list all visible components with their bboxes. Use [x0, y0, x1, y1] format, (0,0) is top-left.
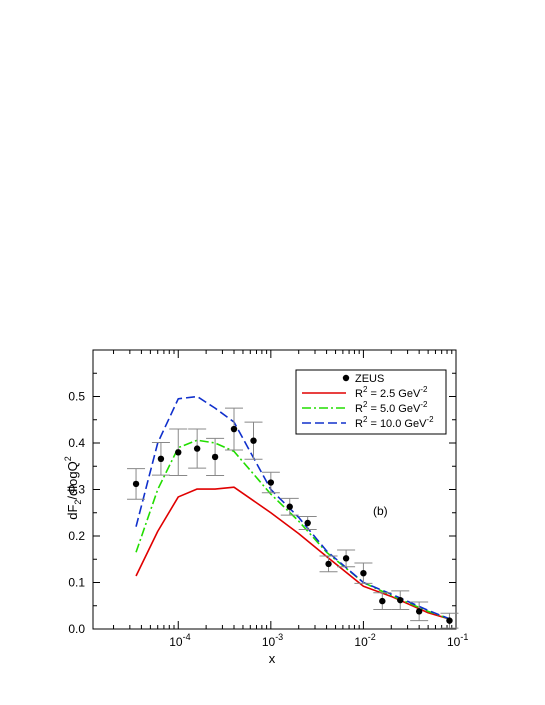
data-point-marker	[397, 596, 404, 604]
legend-label-series-2: R2 = 10.0 GeV-2	[355, 415, 434, 430]
data-point-marker	[360, 570, 367, 577]
data-point	[224, 407, 243, 451]
data-point-marker	[379, 597, 386, 605]
data-point	[319, 555, 338, 573]
data-point	[280, 497, 299, 516]
data-point-marker	[230, 425, 238, 433]
data-point-marker	[267, 479, 275, 486]
annotation-label: (b)	[373, 504, 388, 518]
y-tick-label: 0.5	[68, 390, 85, 404]
data-point-marker	[175, 449, 182, 456]
y-axis-label: dF2/dlogQ2	[63, 456, 83, 520]
data-point-marker	[286, 503, 293, 510]
data-point-marker	[415, 608, 423, 615]
data-point	[354, 562, 373, 584]
legend-label-series-1: R2 = 5.0 GeV-2	[355, 400, 428, 415]
data-point	[244, 421, 263, 460]
legend-label-series-0: R2 = 2.5 GeV-2	[355, 385, 428, 400]
data-point	[188, 428, 207, 469]
legend-label-zeus: ZEUS	[355, 373, 384, 385]
y-tick-label: 0.1	[68, 576, 85, 590]
x-axis-label: x	[269, 651, 276, 666]
x-tick-label: 10-2	[354, 632, 375, 649]
data-point-marker	[250, 437, 257, 444]
y-tick-label: 0.2	[68, 529, 85, 543]
data-point-marker	[193, 445, 201, 452]
data-point	[151, 442, 170, 476]
legend: ZEUS R2 = 2.5 GeV-2 R2 = 5.0 GeV-2 R2 = …	[295, 369, 447, 435]
data-point-marker	[304, 519, 311, 527]
series-line-0	[135, 486, 452, 621]
data-point	[169, 428, 188, 477]
data-point	[410, 601, 429, 622]
data-point	[391, 590, 410, 610]
data-point	[127, 468, 146, 500]
data-point	[337, 549, 356, 568]
data-point-marker	[157, 455, 165, 463]
y-tick-label: 0.4	[68, 436, 85, 450]
data-point	[298, 515, 317, 530]
data-point-marker	[325, 560, 332, 568]
y-tick-label: 0.0	[68, 622, 85, 636]
data-point	[373, 592, 392, 610]
data-point-marker	[132, 480, 140, 488]
y-tick-label: 0.3	[68, 483, 85, 497]
x-tick-label: 10-4	[169, 632, 190, 649]
data-point-marker	[446, 617, 453, 624]
data-point	[261, 471, 280, 494]
data-point	[440, 612, 459, 629]
series-line-1	[135, 439, 453, 621]
data-point-marker	[342, 555, 350, 562]
x-tick-label: 10-3	[262, 632, 283, 649]
data-point-marker	[211, 453, 219, 461]
x-tick-label: 10-1	[447, 632, 468, 649]
data-point	[206, 437, 225, 477]
legend-marker-zeus	[342, 374, 350, 382]
